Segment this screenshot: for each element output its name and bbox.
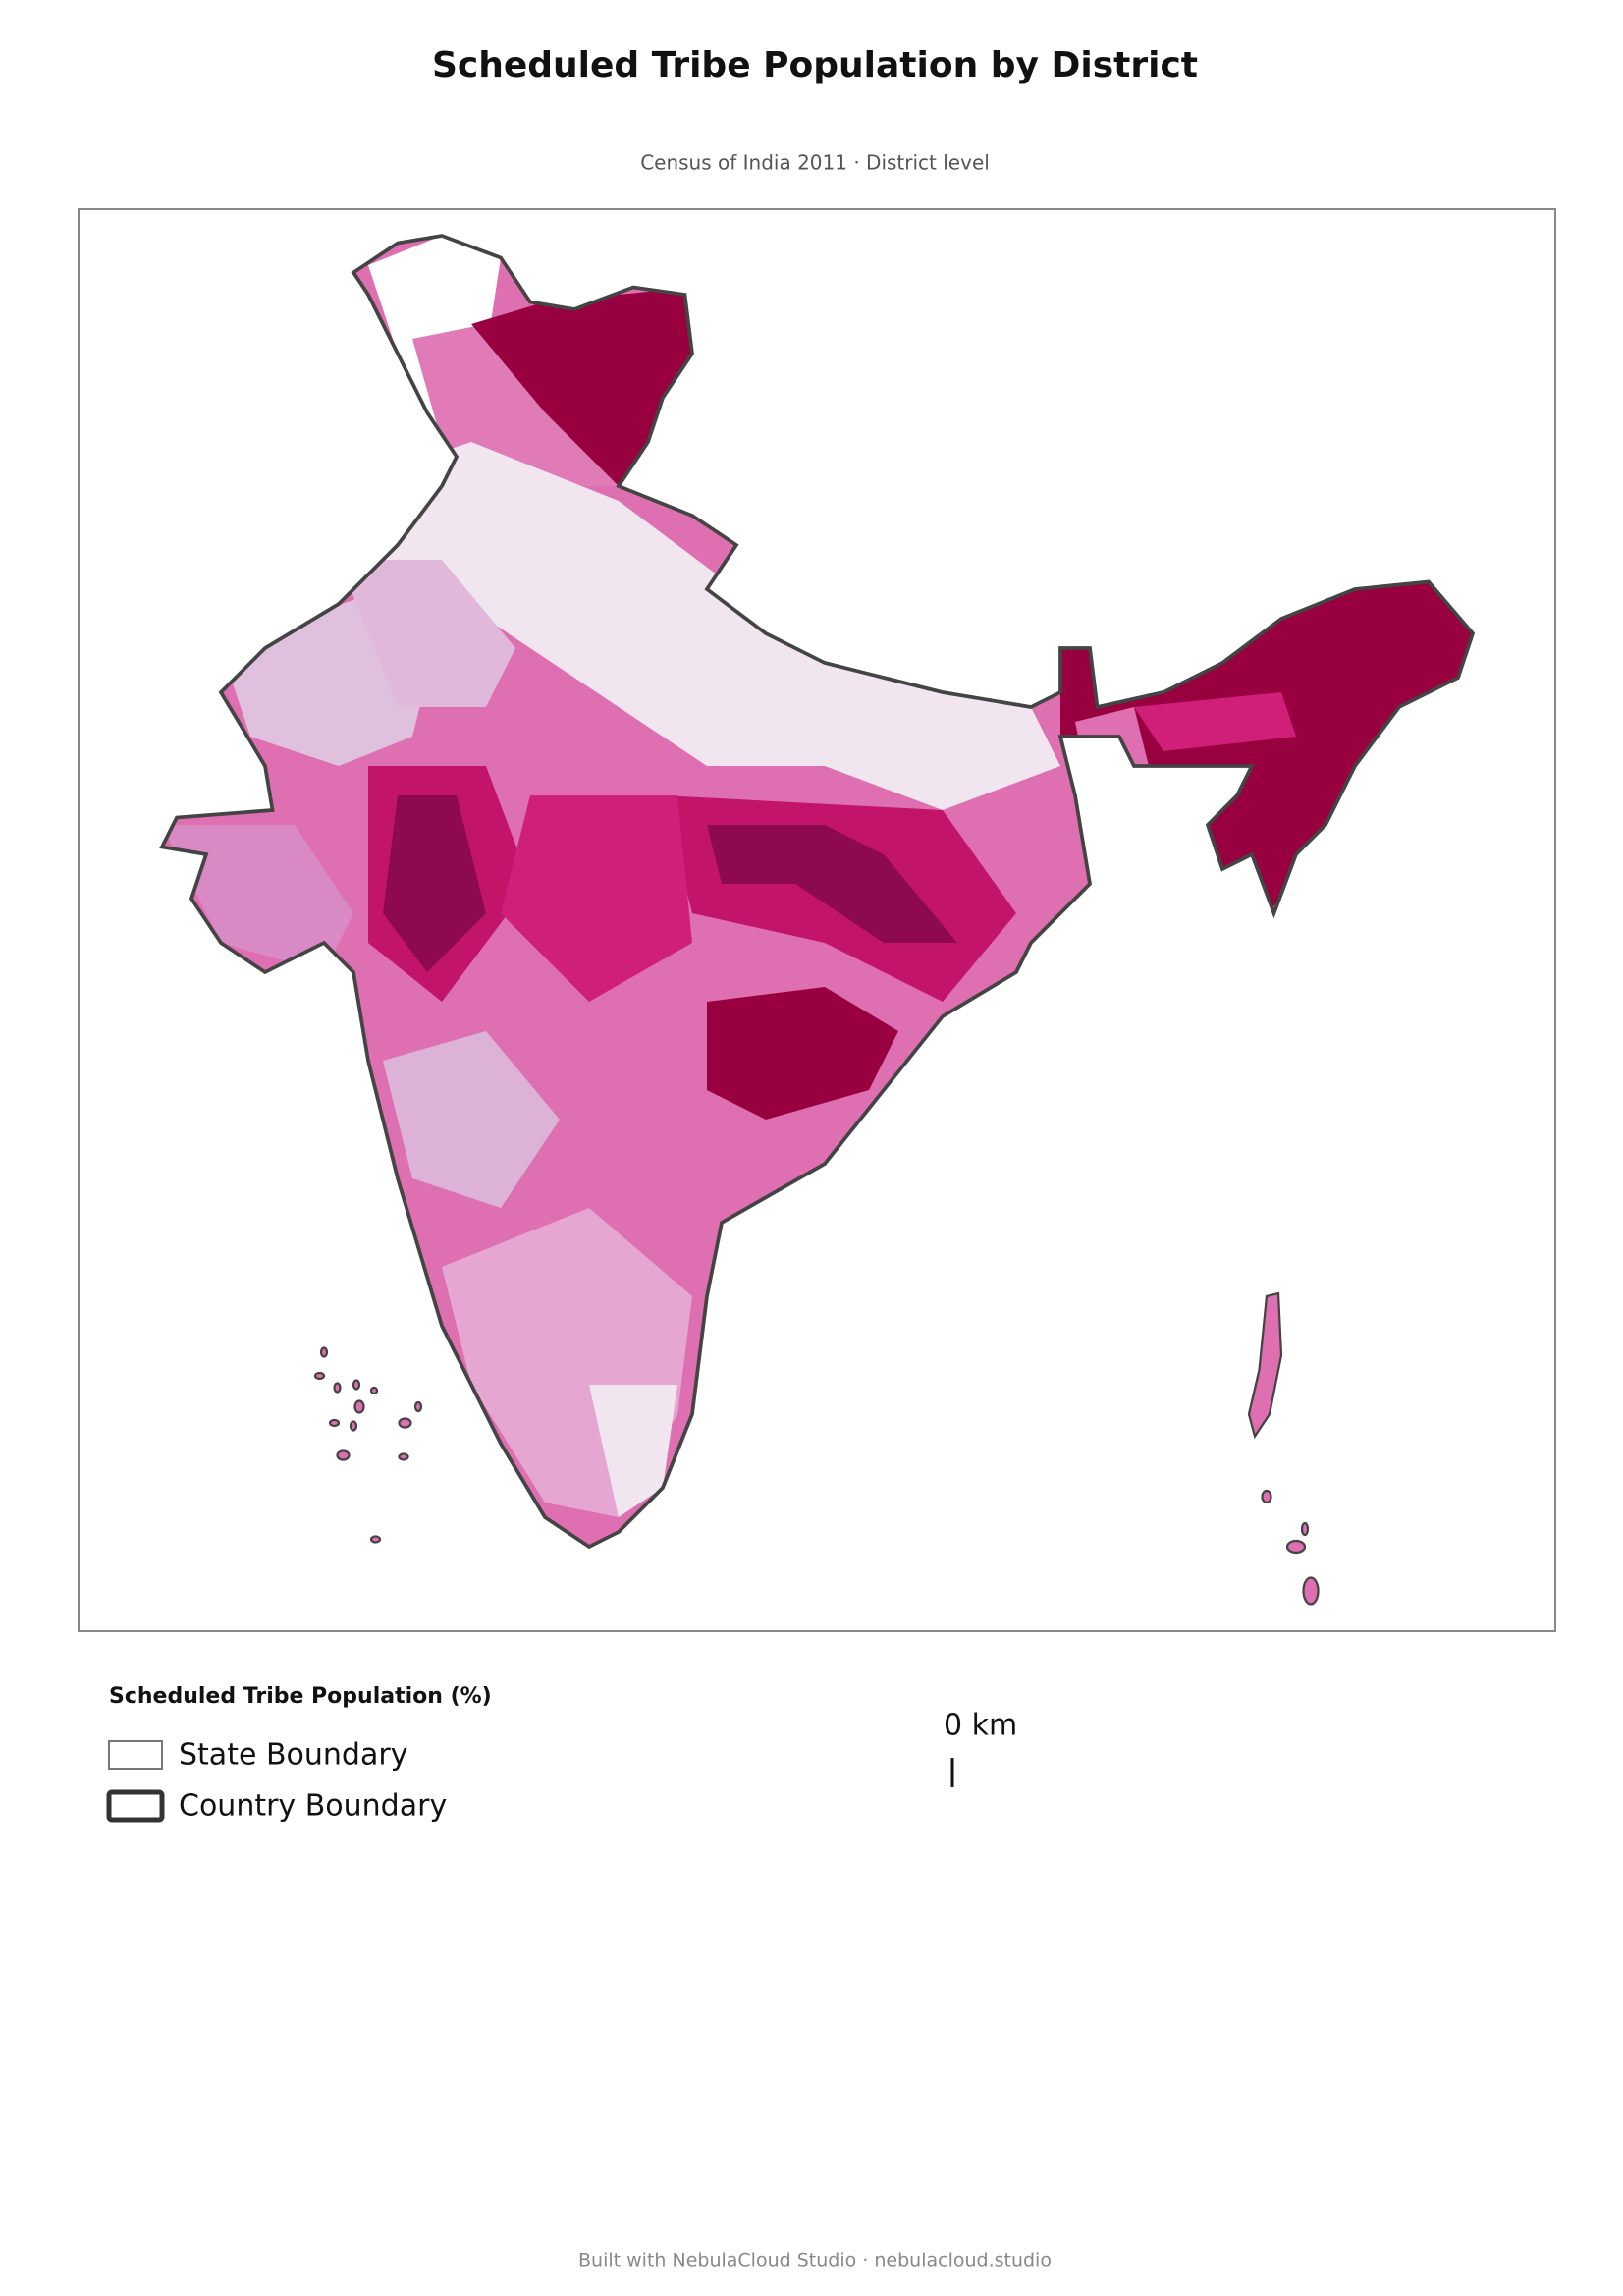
legend-swatch bbox=[106, 1789, 165, 1823]
islands bbox=[313, 1291, 1320, 1606]
scale-bar-label: 0 km bbox=[944, 1709, 1017, 1743]
legend-label: State Boundary bbox=[179, 1738, 407, 1773]
legend-label: Country Boundary bbox=[179, 1789, 447, 1824]
title: Scheduled Tribe Population by District bbox=[432, 45, 1198, 85]
footer: Built with NebulaCloud Studio · nebulacl… bbox=[578, 2250, 1052, 2271]
map-frame bbox=[78, 208, 1556, 1632]
legend-title: Scheduled Tribe Population (%) bbox=[109, 1684, 492, 1709]
subtitle: Census of India 2011 · District level bbox=[640, 151, 990, 175]
legend-swatch bbox=[108, 1740, 163, 1770]
